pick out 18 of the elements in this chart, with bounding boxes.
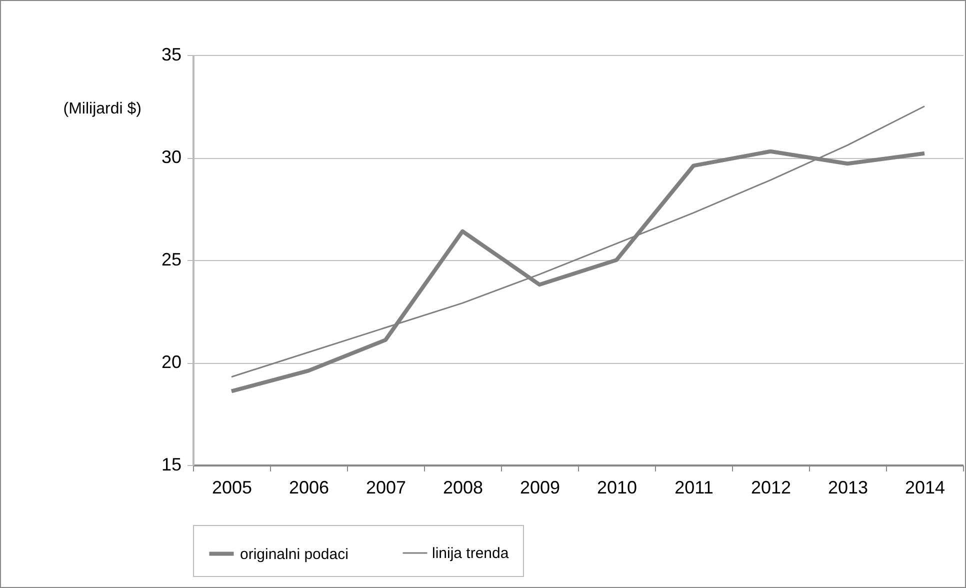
x-tick-label: 2012 (750, 478, 792, 498)
x-tick-label: 2009 (520, 478, 560, 498)
legend-label: linija trenda (432, 545, 510, 562)
x-tick-label: 2013 (828, 478, 868, 498)
x-tick-label: 2008 (442, 478, 484, 498)
x-tick-label: 2010 (596, 478, 638, 498)
x-tick-label: 2011 (674, 478, 714, 498)
x-tick-label: 2014 (904, 478, 946, 498)
x-tick-label: 2007 (366, 478, 406, 498)
y-tick-label: 20 (161, 352, 182, 372)
y-tick-label: 30 (161, 147, 182, 167)
legend-label: originalni podaci (240, 546, 348, 563)
y-tick-label: 15 (161, 454, 182, 474)
y-tick-label: 25 (161, 250, 182, 270)
y-axis-title: (Milijardi $) (63, 100, 142, 118)
x-tick-label: 2005 (212, 478, 252, 498)
x-tick-label: 2006 (288, 478, 330, 498)
y-tick-label: 35 (161, 44, 182, 64)
